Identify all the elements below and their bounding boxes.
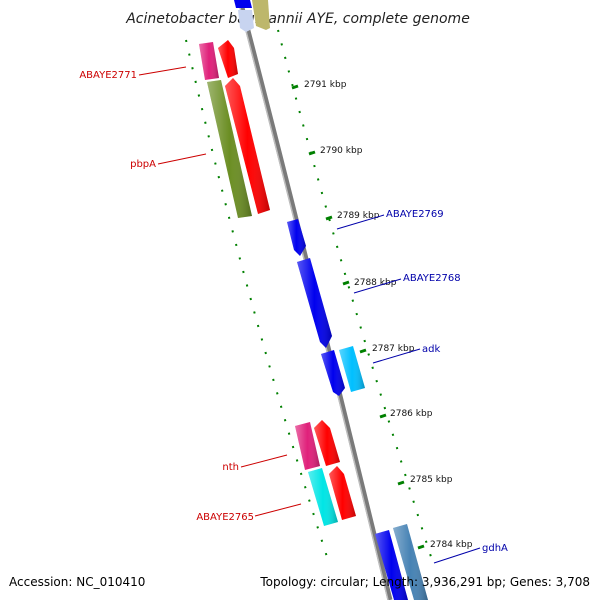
gene-label-pbpa[interactable]: pbpA bbox=[130, 159, 156, 170]
scale-label-2786: 2786 kbp bbox=[390, 409, 433, 419]
scale-label-2788: 2788 kbp bbox=[354, 278, 397, 288]
scale-label-2785: 2785 kbp bbox=[410, 475, 453, 485]
cds-block-abaye2771[interactable] bbox=[218, 40, 238, 78]
gene-label-gdha[interactable]: gdhA bbox=[482, 543, 508, 554]
gene-block-abaye2765[interactable] bbox=[308, 468, 338, 526]
scale-ticks bbox=[291, 84, 425, 550]
gene-block-adk-blue[interactable] bbox=[321, 350, 345, 396]
scale-label-2790: 2790 kbp bbox=[320, 146, 363, 156]
cds-block-nth[interactable] bbox=[314, 420, 340, 466]
gene-block-gdha-blue[interactable] bbox=[375, 530, 408, 600]
gene-label-abaye2768[interactable]: ABAYE2768 bbox=[403, 273, 461, 284]
gene-label-abaye2769[interactable]: ABAYE2769 bbox=[386, 209, 444, 220]
cds-block-pbpa[interactable] bbox=[225, 78, 270, 214]
gene-block-nth[interactable] bbox=[295, 422, 320, 470]
footer-topology: Topology: circular; Length: 3,936,291 bp… bbox=[259, 575, 590, 589]
right-leader-lines bbox=[336, 214, 481, 564]
footer-accession: Accession: NC_010410 bbox=[9, 575, 145, 589]
gene-block-abaye2771[interactable] bbox=[199, 42, 219, 80]
gene-block-gdha[interactable] bbox=[393, 524, 428, 600]
scale-label-2787: 2787 kbp bbox=[372, 344, 415, 354]
gene-label-adk[interactable]: adk bbox=[422, 344, 440, 355]
cds-block-abaye2765[interactable] bbox=[329, 466, 356, 520]
top-partial-features bbox=[234, 0, 270, 32]
scale-label-2791: 2791 kbp bbox=[304, 80, 347, 90]
scale-label-2789: 2789 kbp bbox=[337, 211, 380, 221]
gene-label-abaye2771[interactable]: ABAYE2771 bbox=[79, 70, 137, 81]
scale-label-2784: 2784 kbp bbox=[430, 540, 473, 550]
gene-block-abaye2769[interactable] bbox=[287, 219, 306, 256]
gene-label-abaye2765[interactable]: ABAYE2765 bbox=[196, 512, 254, 523]
gene-block-pbpa[interactable] bbox=[207, 80, 252, 218]
gene-block-adk[interactable] bbox=[339, 346, 365, 392]
right-tick-track bbox=[277, 29, 433, 561]
left-tick-track bbox=[185, 39, 329, 561]
gene-block-abaye2768[interactable] bbox=[297, 258, 332, 348]
gene-label-nth[interactable]: nth bbox=[222, 462, 239, 473]
map-title: Acinetobacter baumannii AYE, complete ge… bbox=[125, 11, 470, 27]
left-leader-lines bbox=[138, 66, 302, 517]
